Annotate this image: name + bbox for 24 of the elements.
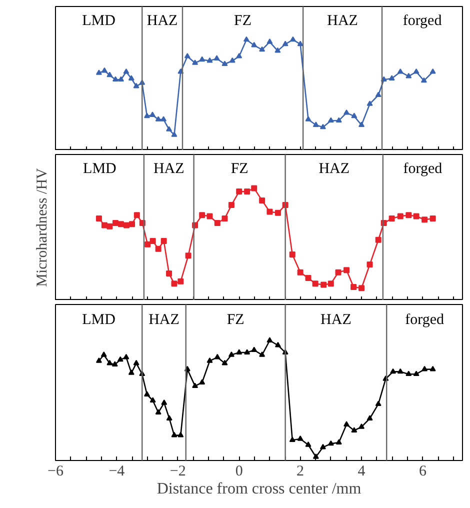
y-axis-title: Microhardness /HV bbox=[34, 168, 50, 287]
text: FZ bbox=[234, 12, 252, 29]
text: HAZ bbox=[146, 12, 178, 29]
text: HAZ bbox=[153, 161, 184, 178]
x-tick-label: −6 bbox=[48, 464, 64, 480]
text: FZ bbox=[230, 161, 248, 178]
text: LMD bbox=[82, 312, 116, 328]
text: LMD bbox=[83, 161, 117, 178]
x-tick-label: 0 bbox=[235, 464, 243, 480]
x-tick-label: −4 bbox=[108, 464, 126, 480]
text: LMD bbox=[82, 12, 116, 29]
x-axis-title: Distance from cross center /mm bbox=[156, 480, 362, 498]
text: HAZ bbox=[148, 312, 180, 328]
text: HAZ bbox=[318, 161, 350, 178]
x-tick-label: −2 bbox=[170, 464, 186, 480]
text: forged bbox=[403, 161, 443, 178]
text: FZ bbox=[226, 312, 244, 328]
x-tick-label: 6 bbox=[418, 464, 427, 480]
text: forged bbox=[402, 12, 442, 29]
text: HAZ bbox=[320, 312, 352, 328]
text: forged bbox=[405, 312, 444, 328]
text: HAZ bbox=[327, 12, 358, 29]
x-tick-label: 4 bbox=[358, 464, 366, 480]
x-tick-label: 2 bbox=[296, 464, 304, 480]
